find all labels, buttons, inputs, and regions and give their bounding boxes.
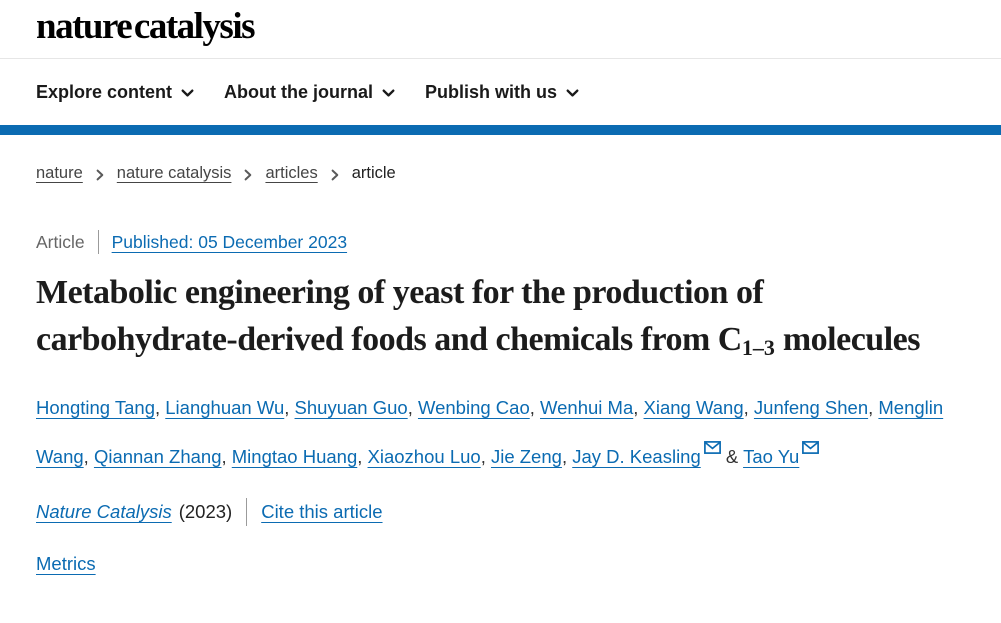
article-type-label: Article <box>36 231 85 252</box>
author-link[interactable]: Wenbing Cao <box>417 397 530 418</box>
author: Tao Yu <box>743 441 820 467</box>
author-separator: , <box>633 397 644 418</box>
author: Jay D. Keasling & <box>572 441 744 467</box>
logo-row: nature catalysis <box>0 0 1001 59</box>
chevron-down-icon <box>566 82 579 103</box>
author-separator: , <box>83 446 94 467</box>
article-title-subscript: 1–3 <box>741 335 775 360</box>
author: Xiaozhou Luo, <box>368 446 491 467</box>
article-page: nature nature catalysis articles article… <box>0 164 1001 575</box>
chevron-right-icon <box>96 169 104 181</box>
author-separator: & <box>720 446 744 467</box>
author: Xiang Wang, <box>644 397 754 418</box>
author-separator: , <box>154 397 166 418</box>
author-link[interactable]: Xiang Wang <box>643 397 744 418</box>
author: Wenhui Ma, <box>540 397 644 418</box>
author-separator: , <box>743 397 754 418</box>
article-title-pre: Metabolic engineering of yeast for the p… <box>36 274 764 358</box>
divider <box>97 230 99 254</box>
divider <box>246 498 248 526</box>
author: Jie Zeng, <box>491 446 572 467</box>
author-link[interactable]: Jay D. Keasling <box>572 446 701 467</box>
author: Mingtao Huang, <box>232 446 368 467</box>
author: Hongting Tang, <box>36 397 165 418</box>
article-title: Metabolic engineering of yeast for the p… <box>36 269 956 363</box>
email-icon[interactable] <box>703 428 721 468</box>
metrics-row: Metrics <box>36 553 965 575</box>
author: Wenbing Cao, <box>418 397 540 418</box>
author-link[interactable]: Mingtao Huang <box>231 446 358 467</box>
author-link[interactable]: Hongting Tang <box>36 397 155 418</box>
nav-about-the-journal[interactable]: About the journal <box>224 82 395 103</box>
author-separator: , <box>561 446 573 467</box>
chevron-right-icon <box>331 169 339 181</box>
author: Lianghuan Wu, <box>165 397 294 418</box>
metrics-link[interactable]: Metrics <box>36 553 96 574</box>
breadcrumb-article-current: article <box>351 164 396 182</box>
author-link[interactable]: Menglin Wang <box>36 397 944 467</box>
author: Shuyuan Guo, <box>295 397 418 418</box>
author-link[interactable]: Junfeng Shen <box>753 397 869 418</box>
main-nav: Explore content About the journal Publis… <box>0 59 1001 125</box>
article-meta-row: Article Published: 05 December 2023 <box>36 230 965 254</box>
breadcrumb: nature nature catalysis articles article <box>36 164 965 183</box>
author-link[interactable]: Wenhui Ma <box>540 397 634 418</box>
journal-year: (2023) <box>178 501 233 522</box>
chevron-down-icon <box>382 82 395 103</box>
author-separator: , <box>480 446 491 467</box>
author-link[interactable]: Tao Yu <box>743 446 800 467</box>
journal-name: Nature Catalysis <box>36 501 172 522</box>
journal-link[interactable]: Nature Catalysis <box>36 501 172 523</box>
email-icon[interactable] <box>802 428 820 468</box>
published-date-link[interactable]: Published: 05 December 2023 <box>111 231 348 252</box>
journal-citation-row: Nature Catalysis (2023) Cite this articl… <box>36 498 965 526</box>
author-list: Hongting Tang, Lianghuan Wu, Shuyuan Guo… <box>36 388 965 477</box>
breadcrumb-nature[interactable]: nature <box>36 164 83 182</box>
nav-about-the-journal-label: About the journal <box>224 81 374 102</box>
chevron-down-icon <box>181 82 194 103</box>
breadcrumb-nature-catalysis[interactable]: nature catalysis <box>116 164 232 182</box>
author-link[interactable]: Xiaozhou Luo <box>367 446 481 467</box>
author-link[interactable]: Qiannan Zhang <box>93 446 222 467</box>
author-separator: , <box>868 397 879 418</box>
author-separator: , <box>357 446 368 467</box>
site-header: nature catalysis Explore content About t… <box>0 0 1001 135</box>
author-link[interactable]: Lianghuan Wu <box>165 397 285 418</box>
author-separator: , <box>407 397 418 418</box>
article-title-post: molecules <box>774 321 921 358</box>
author-separator: , <box>284 397 295 418</box>
author-separator: , <box>529 397 541 418</box>
author: Menglin Wang, <box>36 397 943 467</box>
nav-explore-content[interactable]: Explore content <box>36 82 194 103</box>
nav-publish-with-us[interactable]: Publish with us <box>425 82 579 103</box>
journal-logo[interactable]: nature catalysis <box>36 5 256 47</box>
breadcrumb-articles[interactable]: articles <box>265 164 318 182</box>
nav-publish-with-us-label: Publish with us <box>425 81 558 102</box>
author-link[interactable]: Shuyuan Guo <box>294 397 408 418</box>
author: Qiannan Zhang, <box>94 446 232 467</box>
author-separator: , <box>221 446 232 467</box>
author: Junfeng Shen, <box>754 397 878 418</box>
brand-bar <box>0 125 1001 135</box>
chevron-right-icon <box>244 169 252 181</box>
cite-this-article-link[interactable]: Cite this article <box>261 501 383 522</box>
nav-explore-content-label: Explore content <box>36 81 173 102</box>
author-link[interactable]: Jie Zeng <box>490 446 562 467</box>
